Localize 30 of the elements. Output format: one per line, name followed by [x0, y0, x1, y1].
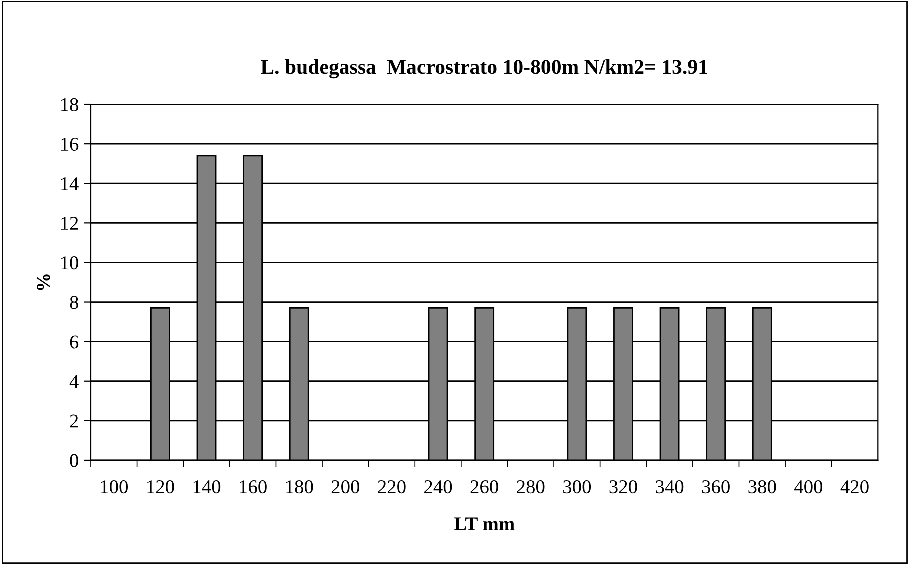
chart-title: L. budegassa Macrostrato 10-800m N/km2= 13.91 [261, 60, 708, 79]
y-tick-label: 4 [70, 375, 79, 388]
x-axis-title: LT mm [454, 518, 515, 530]
x-tick-label: 200 [332, 480, 360, 494]
y-tick-label: 8 [70, 296, 78, 310]
x-tick-label: 240 [424, 480, 452, 494]
x-tick-label: 120 [148, 480, 174, 494]
x-tick-label: 140 [194, 480, 221, 494]
x-tick-label: 400 [794, 480, 823, 494]
x-tick-label: 260 [470, 480, 498, 494]
y-axis-title: % [37, 274, 50, 290]
x-tick-label: 420 [840, 480, 869, 494]
x-tick-label: 160 [240, 480, 267, 494]
x-tick-label: 180 [286, 480, 314, 494]
x-tick-label: 380 [748, 480, 776, 494]
y-tick-label: 18 [61, 98, 78, 112]
y-tick-label: 0 [70, 454, 78, 468]
y-tick-label: 6 [70, 336, 79, 349]
y-tick-label: 10 [61, 256, 78, 270]
y-tick-label: 2 [70, 414, 78, 428]
y-tick-label: 14 [61, 178, 79, 190]
x-tick-label: 280 [517, 480, 545, 494]
y-tick-label: 16 [61, 138, 79, 152]
x-tick-label: 300 [564, 480, 592, 494]
y-tick-label: 12 [61, 217, 78, 230]
x-tick-label: 320 [610, 480, 638, 494]
x-tick-label: 340 [656, 480, 684, 494]
x-tick-label: 360 [702, 480, 730, 494]
x-tick-label: 100 [101, 480, 128, 494]
x-tick-label: 220 [378, 480, 406, 494]
